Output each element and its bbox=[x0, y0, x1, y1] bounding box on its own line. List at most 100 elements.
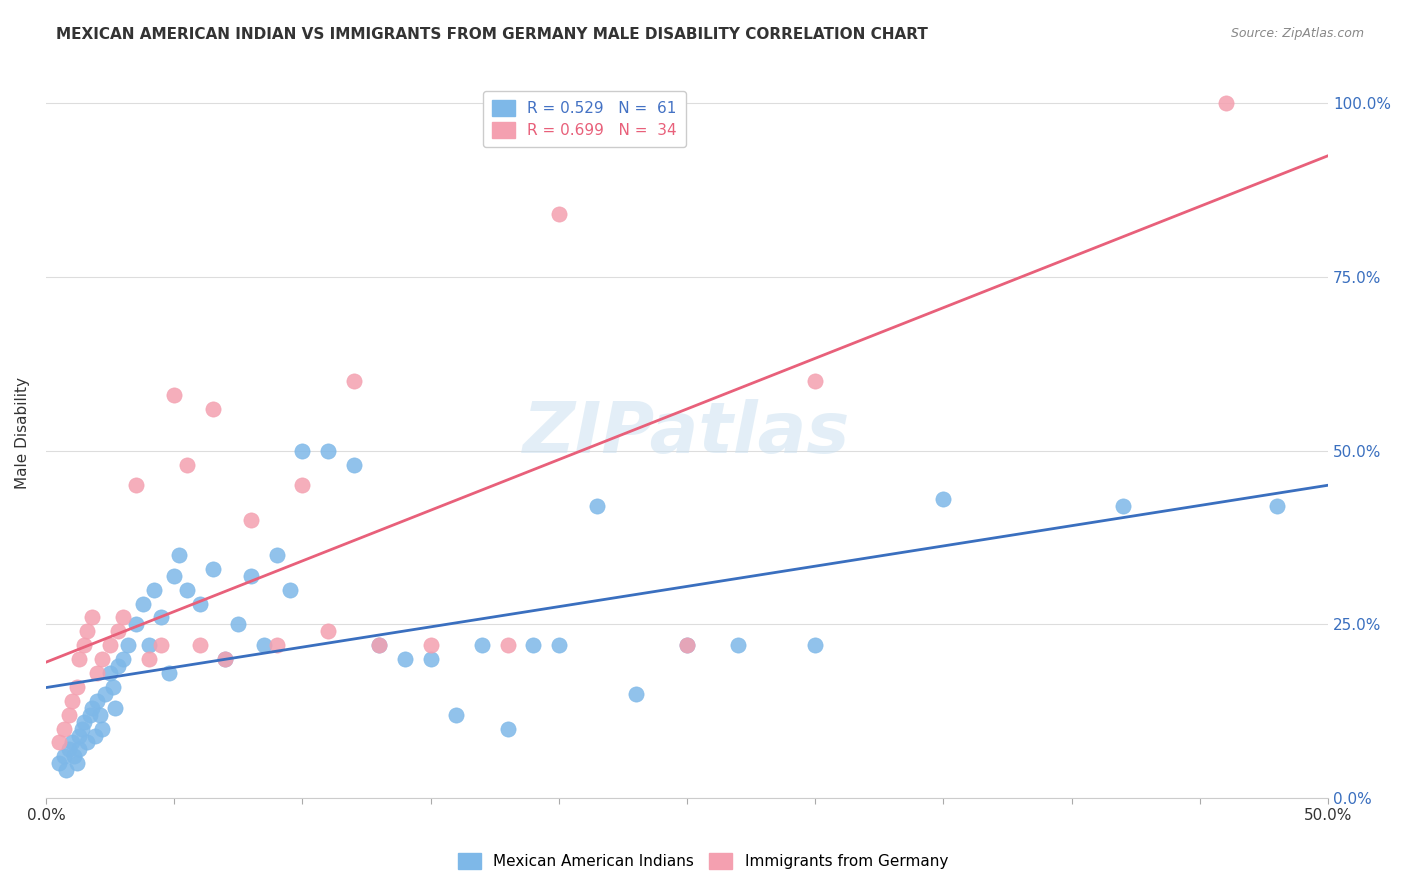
Point bbox=[86, 665, 108, 680]
Point bbox=[1215, 96, 1237, 111]
Point bbox=[446, 707, 468, 722]
Point bbox=[101, 680, 124, 694]
Point bbox=[291, 443, 314, 458]
Point bbox=[60, 694, 83, 708]
Point bbox=[150, 638, 173, 652]
Point bbox=[79, 707, 101, 722]
Point bbox=[226, 617, 249, 632]
Point bbox=[471, 638, 494, 652]
Point bbox=[343, 374, 366, 388]
Point bbox=[496, 638, 519, 652]
Point bbox=[419, 638, 441, 652]
Point bbox=[316, 443, 339, 458]
Point bbox=[111, 652, 134, 666]
Point bbox=[343, 458, 366, 472]
Point bbox=[547, 638, 569, 652]
Point bbox=[138, 638, 160, 652]
Point bbox=[82, 700, 104, 714]
Point bbox=[73, 714, 96, 729]
Point bbox=[73, 638, 96, 652]
Point bbox=[98, 638, 121, 652]
Point bbox=[132, 597, 155, 611]
Point bbox=[89, 707, 111, 722]
Point bbox=[176, 582, 198, 597]
Point bbox=[368, 638, 391, 652]
Point bbox=[104, 700, 127, 714]
Point bbox=[804, 638, 827, 652]
Point bbox=[316, 624, 339, 639]
Y-axis label: Male Disability: Male Disability bbox=[15, 377, 30, 490]
Point bbox=[188, 638, 211, 652]
Point bbox=[214, 652, 236, 666]
Point bbox=[522, 638, 544, 652]
Point bbox=[91, 722, 114, 736]
Point bbox=[94, 687, 117, 701]
Point bbox=[214, 652, 236, 666]
Point bbox=[169, 548, 191, 562]
Point bbox=[676, 638, 699, 652]
Point bbox=[676, 638, 699, 652]
Point bbox=[201, 562, 224, 576]
Point bbox=[76, 735, 98, 749]
Point bbox=[125, 617, 148, 632]
Point bbox=[394, 652, 416, 666]
Point bbox=[624, 687, 647, 701]
Point bbox=[86, 694, 108, 708]
Point bbox=[291, 478, 314, 492]
Point bbox=[66, 680, 89, 694]
Point bbox=[1265, 500, 1288, 514]
Point bbox=[67, 729, 90, 743]
Point bbox=[48, 756, 70, 771]
Point bbox=[67, 652, 90, 666]
Point bbox=[52, 749, 75, 764]
Legend: R = 0.529   N =  61, R = 0.699   N =  34: R = 0.529 N = 61, R = 0.699 N = 34 bbox=[482, 91, 686, 147]
Text: Source: ZipAtlas.com: Source: ZipAtlas.com bbox=[1230, 27, 1364, 40]
Point bbox=[727, 638, 749, 652]
Point bbox=[98, 665, 121, 680]
Point bbox=[91, 652, 114, 666]
Point bbox=[278, 582, 301, 597]
Point bbox=[266, 638, 288, 652]
Point bbox=[125, 478, 148, 492]
Point bbox=[201, 401, 224, 416]
Point bbox=[60, 735, 83, 749]
Point bbox=[266, 548, 288, 562]
Point bbox=[368, 638, 391, 652]
Point bbox=[240, 568, 263, 582]
Point bbox=[58, 707, 80, 722]
Point bbox=[157, 665, 180, 680]
Point bbox=[163, 388, 186, 402]
Point bbox=[240, 513, 263, 527]
Point bbox=[48, 735, 70, 749]
Point bbox=[63, 749, 86, 764]
Point bbox=[67, 742, 90, 756]
Point bbox=[176, 458, 198, 472]
Point bbox=[586, 500, 609, 514]
Point bbox=[55, 764, 77, 778]
Point bbox=[496, 722, 519, 736]
Point bbox=[547, 207, 569, 221]
Text: MEXICAN AMERICAN INDIAN VS IMMIGRANTS FROM GERMANY MALE DISABILITY CORRELATION C: MEXICAN AMERICAN INDIAN VS IMMIGRANTS FR… bbox=[56, 27, 928, 42]
Point bbox=[76, 624, 98, 639]
Point bbox=[142, 582, 165, 597]
Point bbox=[111, 610, 134, 624]
Point bbox=[932, 492, 955, 507]
Point bbox=[253, 638, 276, 652]
Point bbox=[138, 652, 160, 666]
Text: ZIPatlas: ZIPatlas bbox=[523, 399, 851, 467]
Point bbox=[804, 374, 827, 388]
Point bbox=[188, 597, 211, 611]
Point bbox=[107, 624, 129, 639]
Point bbox=[52, 722, 75, 736]
Point bbox=[1112, 500, 1135, 514]
Point bbox=[82, 610, 104, 624]
Point bbox=[107, 659, 129, 673]
Point bbox=[419, 652, 441, 666]
Point bbox=[163, 568, 186, 582]
Point bbox=[117, 638, 139, 652]
Point bbox=[58, 742, 80, 756]
Point bbox=[150, 610, 173, 624]
Legend: Mexican American Indians, Immigrants from Germany: Mexican American Indians, Immigrants fro… bbox=[451, 847, 955, 875]
Point bbox=[66, 756, 89, 771]
Point bbox=[70, 722, 93, 736]
